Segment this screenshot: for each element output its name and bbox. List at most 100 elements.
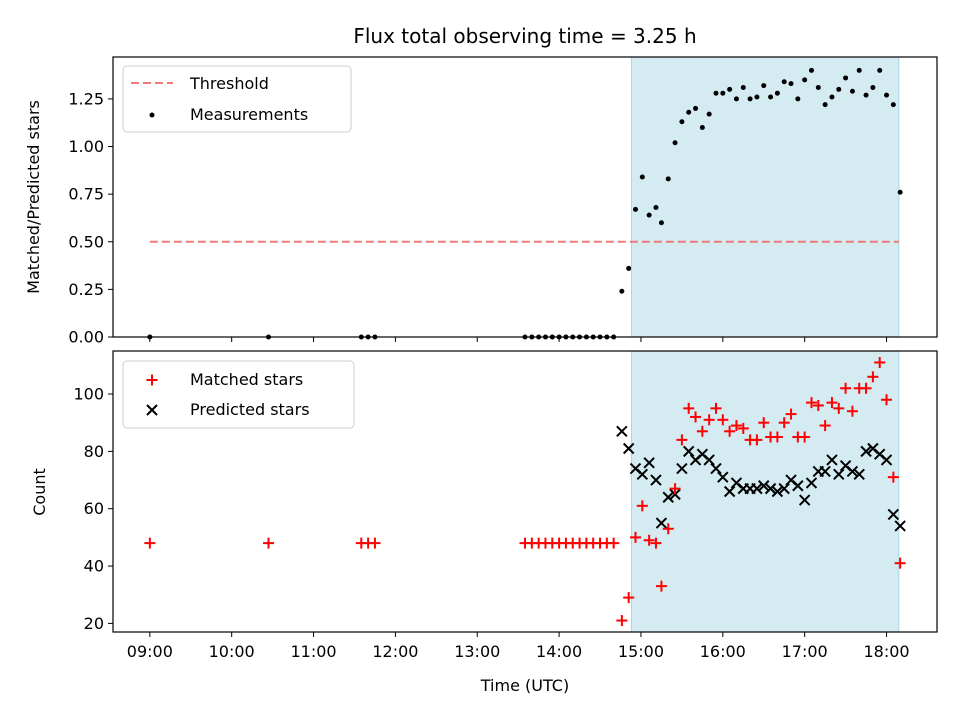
matched-point: [758, 417, 770, 429]
predicted-point-b: [839, 459, 852, 472]
predicted-point-b: [643, 457, 655, 469]
legend-predicted-marker: [146, 404, 158, 416]
predicted-point-b: [798, 494, 811, 506]
matched-point: [819, 420, 831, 432]
x-tick-label: 14:00: [536, 642, 582, 661]
predicted-point-b: [676, 462, 688, 475]
predicted-point: [833, 468, 845, 481]
legend-predicted-marker-b: [146, 404, 158, 416]
measurement-point: [713, 90, 719, 96]
measurement-point: [672, 140, 678, 146]
bottom-y-tick-label: 20: [84, 614, 104, 633]
predicted-point-b: [867, 442, 879, 455]
top-legend: Threshold Measurements: [122, 65, 352, 133]
measurement-point: [897, 189, 903, 195]
predicted-point: [703, 454, 715, 466]
top-y-tick-label: 0.25: [68, 280, 104, 299]
measurement-point: [802, 77, 808, 83]
matched-point: [144, 537, 156, 549]
matched-point: [778, 417, 790, 429]
matched-point: [867, 371, 879, 383]
predicted-point: [669, 488, 681, 501]
matched-point: [826, 397, 838, 409]
predicted-point-b: [669, 488, 681, 501]
measurement-point: [720, 90, 726, 96]
x-tick-label: 16:00: [700, 642, 746, 661]
predicted-point-b: [764, 482, 777, 495]
chart-title: Flux total observing time = 3.25 h: [353, 24, 696, 48]
measurement-point: [706, 111, 712, 117]
predicted-point-b: [730, 477, 743, 489]
legend-threshold-label: Threshold: [189, 74, 269, 93]
matched-point: [805, 397, 817, 409]
measurement-point: [626, 265, 632, 271]
top-y-tick-label: 1.00: [68, 137, 104, 156]
matched-point: [690, 411, 702, 423]
matched-point: [833, 402, 845, 414]
bottom-legend-box: [122, 360, 355, 429]
measurement-point: [693, 105, 699, 111]
predicted-point-b: [860, 445, 872, 458]
top-y-tick-label: 0.75: [68, 185, 104, 204]
legend-measurements-swatch: [149, 112, 155, 118]
top-panel: 0.00 0.25 0.50 0.75 1.00 1.25 Flux total obse…: [24, 24, 938, 347]
measurement-point: [740, 84, 746, 90]
predicted-point-b: [778, 482, 790, 495]
matched-point: [643, 534, 655, 546]
predicted-point-b: [880, 454, 893, 466]
predicted-point: [650, 474, 662, 486]
matched-point: [724, 425, 736, 437]
predicted-point-b: [846, 465, 859, 478]
matched-point: [751, 434, 763, 446]
bottom-y-tick-label: 100: [73, 385, 104, 404]
x-tick-label: 09:00: [127, 642, 173, 661]
measurement-point: [761, 83, 767, 89]
predicted-point: [676, 462, 688, 475]
matched-point: [669, 483, 681, 495]
top-y-tick-label: 0.50: [68, 232, 104, 251]
bottom-axes-frame: [112, 350, 938, 633]
predicted-point: [819, 465, 831, 478]
top-shaded-region: [630, 56, 900, 338]
measurement-point: [890, 102, 896, 108]
predicted-point: [622, 442, 635, 455]
predicted-point: [643, 457, 655, 469]
x-tick-label: 11:00: [290, 642, 336, 661]
measurement-point: [633, 206, 639, 212]
matched-point: [608, 537, 620, 549]
top-y-tick-label: 1.25: [68, 89, 104, 108]
matched-point: [771, 431, 783, 443]
measurement-point: [884, 92, 890, 98]
legend-measurements-label: Measurements: [190, 105, 308, 124]
bottom-y-tick-label: 40: [84, 557, 104, 576]
legend-predicted-label: Predicted stars: [190, 400, 310, 419]
measurement-point: [733, 96, 739, 102]
matched-point: [799, 431, 811, 443]
top-legend-box: [122, 65, 352, 133]
legend-predicted-swatch: [146, 404, 158, 416]
matched-point: [887, 471, 899, 483]
matched-point: [710, 402, 722, 414]
measurement-point: [849, 88, 855, 94]
predicted-point-b: [751, 482, 763, 495]
predicted-point: [616, 425, 628, 437]
measurement-point: [843, 75, 849, 81]
measurement-point: [658, 220, 664, 226]
predicted-point: [771, 485, 784, 498]
measurement-point: [727, 86, 733, 92]
matched-point: [655, 580, 667, 592]
predicted-point-b: [717, 471, 729, 483]
predicted-point-b: [873, 448, 886, 460]
measurement-point: [686, 109, 692, 115]
bottom-y-tick-label: 80: [84, 442, 104, 461]
matched-point: [623, 592, 635, 604]
predicted-point: [655, 517, 668, 529]
predicted-point-b: [805, 477, 818, 489]
matched-point: [840, 382, 852, 394]
predicted-point: [846, 465, 859, 478]
x-tick-label: 13:00: [454, 642, 500, 661]
measurement-point: [646, 212, 652, 218]
matched-point: [683, 402, 695, 414]
predicted-point: [683, 445, 695, 458]
predicted-point-b: [785, 474, 797, 486]
